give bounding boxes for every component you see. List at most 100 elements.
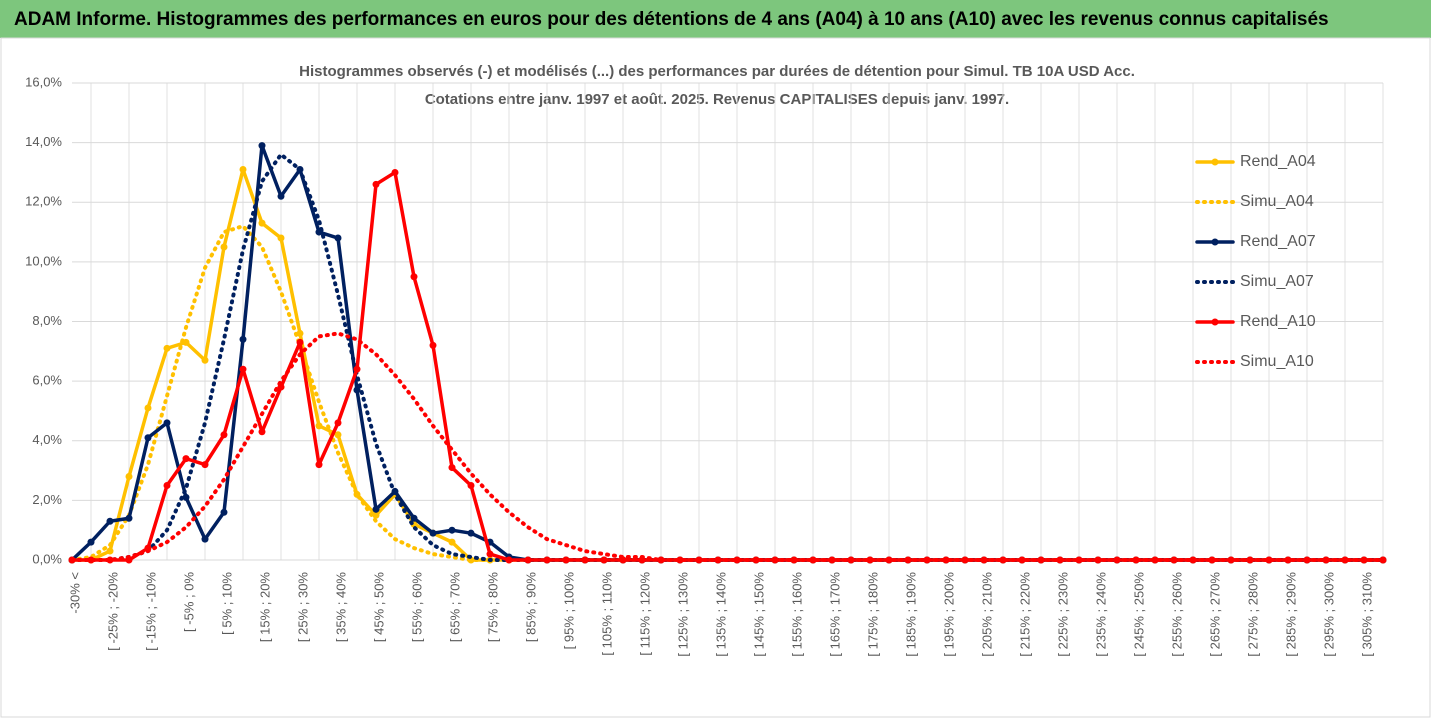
point-marker [410,273,418,281]
x-tick-label: [ 285% ; 290% [1283,572,1298,657]
point-marker [372,180,380,188]
point-marker [277,192,285,200]
point-marker [277,234,285,242]
x-tick-label: [ 35% ; 40% [333,572,348,643]
point-marker [448,538,456,546]
header-title: ADAM Informe. Histogrammes des performan… [14,9,1329,30]
x-tick-label: [ -15% ; -10% [143,572,158,651]
point-marker [163,419,171,427]
point-marker [87,538,95,546]
point-marker [106,547,114,555]
point-marker [581,556,589,564]
point-marker [467,529,475,537]
x-tick-label: [ 65% ; 70% [447,572,462,643]
point-marker [125,473,133,481]
point-marker [182,455,190,463]
x-tick-label: [ 115% ; 120% [637,572,652,656]
x-tick-label: [ 25% ; 30% [295,572,310,643]
series-line [70,170,1385,562]
x-tick-label: [ 235% ; 240% [1093,572,1108,657]
point-marker [239,365,247,373]
point-marker [220,508,228,516]
x-tick-label: [ 305% ; 310% [1359,572,1374,657]
legend-marker [1211,158,1219,166]
point-marker [106,517,114,525]
x-tick-label: [ 145% ; 150% [751,572,766,657]
series-line [70,331,1385,562]
point-marker [144,404,152,412]
point-marker [524,556,532,564]
x-tick-label: [ 185% ; 190% [903,572,918,657]
x-tick-label: [ 215% ; 220% [1017,572,1032,657]
series-line [70,152,1385,562]
point-marker [220,431,228,439]
point-marker [448,526,456,534]
y-tick-label: 0,0% [32,551,62,566]
x-tick-label: [ 245% ; 250% [1131,572,1146,657]
point-marker [315,461,323,469]
x-tick-label: [ 195% ; 200% [941,572,956,657]
point-marker [391,168,399,176]
point-marker [486,550,494,558]
y-tick-label: 8,0% [32,313,62,328]
point-marker [429,341,437,349]
x-tick-label: [ 55% ; 60% [409,572,424,643]
x-tick-label: [ 5% ; 10% [219,572,234,635]
x-tick-label: [ 85% ; 90% [523,572,538,643]
y-tick-label: 4,0% [32,432,62,447]
x-tick-label: [ 225% ; 230% [1055,572,1070,657]
legend-label: Simu_A04 [1240,193,1314,210]
x-tick-label: [ 255% ; 260% [1169,572,1184,657]
x-tick-label: [ 205% ; 210% [979,572,994,657]
point-marker [201,461,209,469]
point-marker [258,219,266,227]
x-tick-label: [ 295% ; 300% [1321,572,1336,657]
chart-subtitle: Cotations entre janv. 1997 et août. 2025… [425,91,1009,108]
legend-marker [1211,318,1219,326]
point-marker [600,556,608,564]
x-tick-label: [ -5% ; 0% [181,572,196,632]
point-marker [353,365,361,373]
point-marker [296,338,304,346]
point-marker [258,428,266,436]
legend-label: Rend_A07 [1240,233,1316,250]
legend-label: Rend_A04 [1240,153,1316,170]
legend-marker [1211,238,1219,246]
point-marker [220,243,228,251]
point-marker [429,529,437,537]
point-marker [372,511,380,519]
y-tick-label: 10,0% [25,253,62,268]
point-marker [201,356,209,364]
y-tick-label: 12,0% [25,194,62,209]
chart-frame [0,37,1431,718]
x-tick-label: [ 165% ; 170% [827,572,842,657]
point-marker [467,481,475,489]
y-tick-label: 2,0% [32,492,62,507]
point-marker [334,419,342,427]
point-marker [239,165,247,173]
x-tick-label: -30% < [67,572,82,614]
point-marker [505,556,513,564]
point-marker [258,142,266,150]
x-tick-label: [ 95% ; 100% [561,572,576,650]
point-marker [1379,556,1387,564]
series-line [70,167,1385,562]
point-marker [125,514,133,522]
header-bar [0,0,1431,38]
point-marker [144,434,152,442]
point-marker [334,431,342,439]
x-tick-label: [ 125% ; 130% [675,572,690,657]
x-tick-label: [ 275% ; 280% [1245,572,1260,657]
point-marker [334,234,342,242]
point-marker [543,556,551,564]
legend-label: Simu_A07 [1240,273,1314,290]
point-marker [448,464,456,472]
x-tick-label: [ 105% ; 110% [599,572,614,656]
series-line [70,224,1385,562]
point-marker [163,344,171,352]
point-marker [353,386,361,394]
x-tick-label: [ 75% ; 80% [485,572,500,643]
x-tick-label: [ -25% ; -20% [105,572,120,651]
point-marker [296,329,304,337]
point-marker [410,514,418,522]
